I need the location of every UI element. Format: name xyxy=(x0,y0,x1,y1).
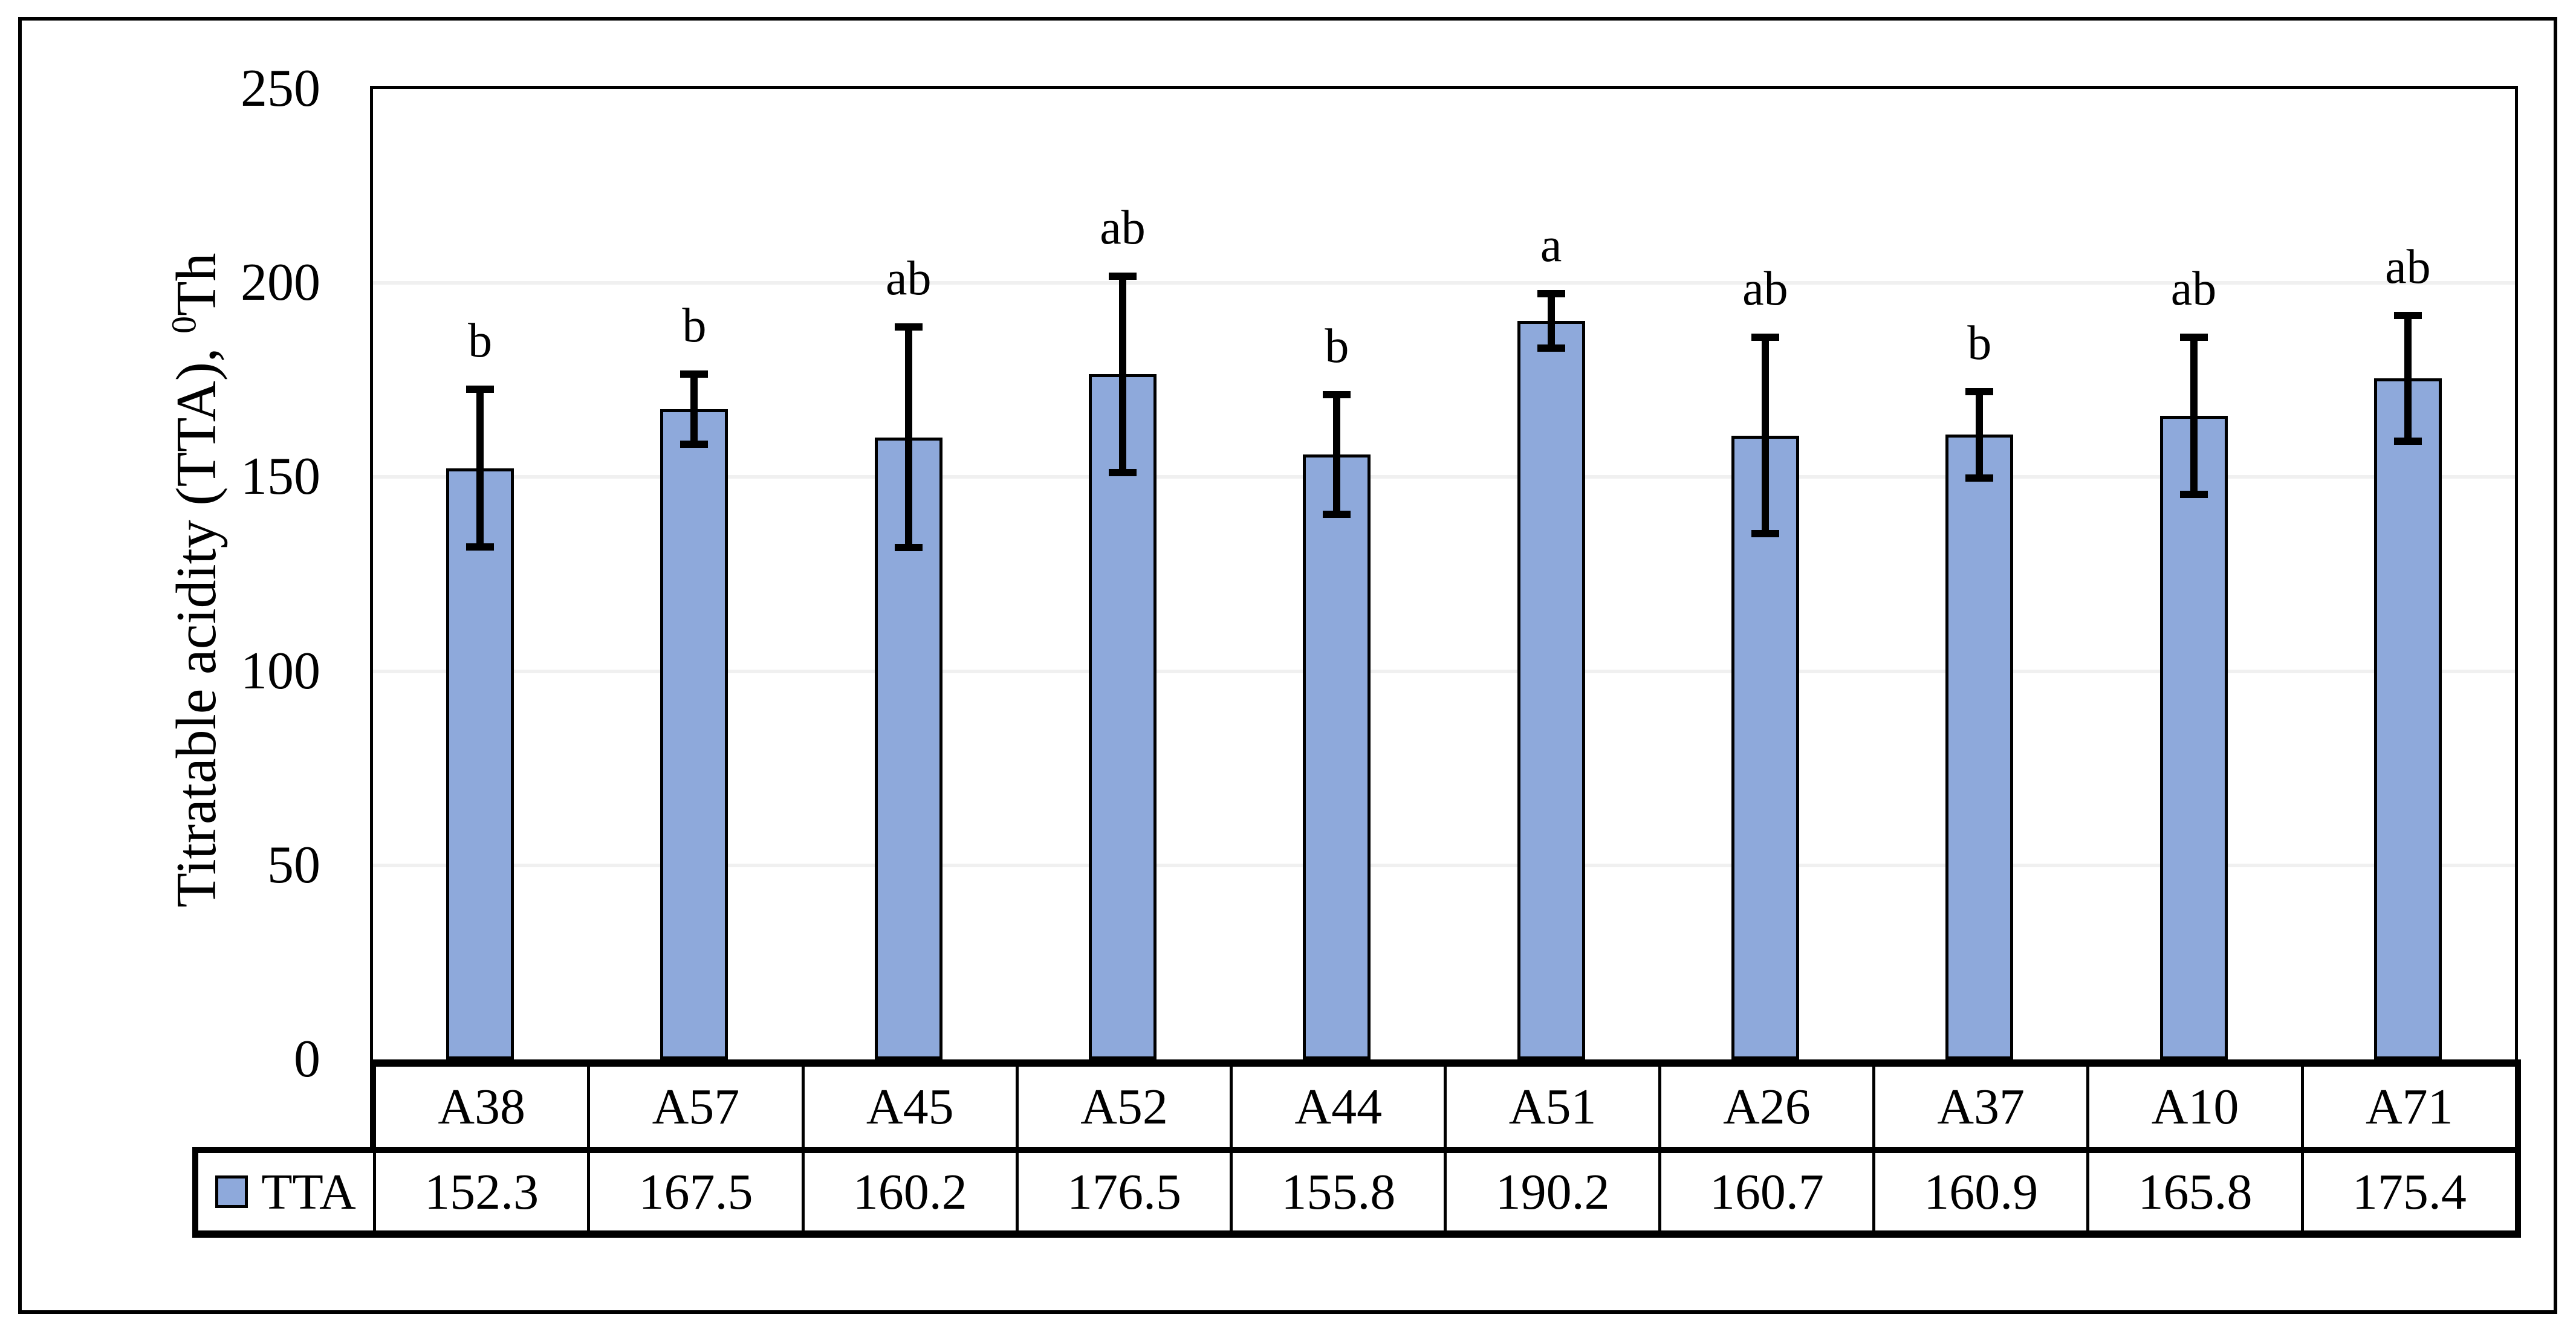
error-bar-cap-top-A37 xyxy=(1965,388,1994,396)
value-cell-A37: 160.9 xyxy=(1872,1153,2086,1230)
error-bar-stem-A37 xyxy=(1976,392,1984,478)
error-bar-cap-top-A51 xyxy=(1537,290,1565,298)
significance-letter-A51: a xyxy=(1540,219,1562,273)
y-tick-label-100: 100 xyxy=(241,641,320,700)
error-bar-stem-A45 xyxy=(904,327,912,548)
bar-A51 xyxy=(1517,321,1585,1059)
error-bar-stem-A57 xyxy=(690,374,698,444)
category-cell-A57: A57 xyxy=(587,1067,801,1147)
gridline-200 xyxy=(373,281,2515,285)
error-bar-stem-A52 xyxy=(1119,276,1127,473)
category-cell-A71: A71 xyxy=(2300,1067,2515,1147)
gridline-150 xyxy=(373,475,2515,479)
error-bar-cap-top-A71 xyxy=(2393,312,2422,320)
data-table-category-row: A38 A57 A45 A52 A44 A51 A26 A37 A10 A71 xyxy=(370,1059,2521,1147)
error-bar-cap-bottom-A45 xyxy=(894,544,923,552)
value-cell-A45: 160.2 xyxy=(801,1153,1016,1230)
y-axis-title-text: Titratable acidity (TTA), xyxy=(165,333,228,908)
legend-cell: TTA xyxy=(192,1153,373,1230)
error-bar-cap-bottom-A37 xyxy=(1965,474,1994,482)
y-tick-label-200: 200 xyxy=(241,253,320,312)
y-tick-label-250: 250 xyxy=(241,59,320,118)
y-tick-label-50: 50 xyxy=(267,835,320,894)
y-axis-title: Titratable acidity (TTA), 0Th xyxy=(157,95,236,1065)
error-bar-cap-bottom-A26 xyxy=(1751,530,1779,538)
bar-A10 xyxy=(2159,415,2228,1059)
plot-area: b b ab ab b a ab b ab ab xyxy=(370,86,2518,1059)
error-bar-cap-bottom-A38 xyxy=(466,543,495,551)
data-table-value-row: TTA 152.3 167.5 160.2 176.5 155.8 190.2 160.7 1… xyxy=(192,1147,2521,1238)
significance-letter-A71: ab xyxy=(2385,241,2431,294)
error-bar-cap-top-A57 xyxy=(680,370,709,378)
value-cell-A52: 176.5 xyxy=(1015,1153,1230,1230)
significance-letter-A57: b xyxy=(682,299,707,353)
error-bar-cap-bottom-A51 xyxy=(1537,344,1565,352)
significance-letter-A10: ab xyxy=(2170,262,2217,316)
error-bar-cap-bottom-A10 xyxy=(2179,490,2208,498)
error-bar-stem-A44 xyxy=(1333,395,1341,515)
value-cell-A71: 175.4 xyxy=(2300,1153,2515,1230)
error-bar-cap-bottom-A52 xyxy=(1109,468,1137,476)
bar-A71 xyxy=(2373,378,2442,1059)
bar-A52 xyxy=(1089,374,1157,1059)
significance-letter-A37: b xyxy=(1967,317,1992,370)
value-cell-A51: 190.2 xyxy=(1444,1153,1658,1230)
bar-A37 xyxy=(1945,435,2014,1059)
category-cell-A52: A52 xyxy=(1015,1067,1230,1147)
error-bar-stem-A10 xyxy=(2190,337,2198,494)
error-bar-cap-bottom-A71 xyxy=(2393,438,2422,445)
error-bar-cap-top-A52 xyxy=(1109,272,1137,280)
y-tick-label-150: 150 xyxy=(241,447,320,506)
category-cell-A45: A45 xyxy=(801,1067,1016,1147)
category-cell-A38: A38 xyxy=(370,1067,587,1147)
y-tick-label-0: 0 xyxy=(294,1030,320,1088)
value-cell-A10: 165.8 xyxy=(2086,1153,2300,1230)
error-bar-cap-top-A45 xyxy=(894,323,923,331)
legend-marker-icon xyxy=(215,1175,248,1208)
significance-letter-A45: ab xyxy=(885,252,932,306)
figure-border xyxy=(18,17,2557,1314)
error-bar-stem-A51 xyxy=(1547,294,1555,349)
category-cell-A51: A51 xyxy=(1444,1067,1658,1147)
category-cell-A26: A26 xyxy=(1658,1067,1872,1147)
gridline-50 xyxy=(373,863,2515,867)
error-bar-cap-top-A10 xyxy=(2179,334,2208,341)
value-cell-A44: 155.8 xyxy=(1230,1153,1444,1230)
error-bar-stem-A71 xyxy=(2404,315,2412,442)
significance-letter-A52: ab xyxy=(1100,201,1146,254)
category-cell-A44: A44 xyxy=(1230,1067,1444,1147)
category-cell-A37: A37 xyxy=(1872,1067,2086,1147)
significance-letter-A44: b xyxy=(1325,320,1349,373)
value-cell-A26: 160.7 xyxy=(1658,1153,1872,1230)
significance-letter-A26: ab xyxy=(1742,262,1788,316)
error-bar-cap-top-A44 xyxy=(1323,391,1351,399)
error-bar-cap-top-A26 xyxy=(1751,334,1779,341)
significance-letter-A38: b xyxy=(468,314,493,368)
value-cell-A57: 167.5 xyxy=(587,1153,801,1230)
error-bar-stem-A38 xyxy=(476,389,484,548)
error-bar-stem-A26 xyxy=(1761,337,1769,534)
legend-label: TTA xyxy=(261,1163,356,1220)
bar-A38 xyxy=(446,468,514,1059)
bar-A44 xyxy=(1303,454,1371,1059)
error-bar-cap-top-A38 xyxy=(466,386,495,393)
error-bar-cap-bottom-A44 xyxy=(1323,511,1351,519)
error-bar-cap-bottom-A57 xyxy=(680,440,709,448)
gridline-100 xyxy=(373,669,2515,673)
bar-A57 xyxy=(660,409,728,1059)
value-cell-A38: 152.3 xyxy=(373,1153,587,1230)
y-axis-title-superscript: 0 xyxy=(164,315,204,334)
category-cell-A10: A10 xyxy=(2086,1067,2300,1147)
